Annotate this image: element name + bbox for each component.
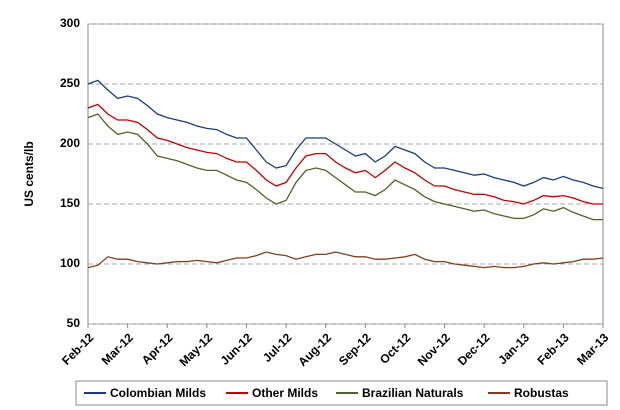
- y-tick-label: 200: [60, 136, 80, 150]
- y-axis-label: US cents/lb: [22, 141, 36, 206]
- x-tick-label: Mar-12: [99, 330, 136, 367]
- y-tick-label: 100: [60, 256, 80, 270]
- x-tick-label: Nov-12: [415, 330, 453, 368]
- x-tick-label: Feb-12: [59, 330, 96, 367]
- y-tick-label: 250: [60, 76, 80, 90]
- legend-label: Colombian Milds: [110, 386, 206, 400]
- series-line: [87, 103, 603, 205]
- x-tick-label: Mar-13: [574, 330, 611, 367]
- legend-label: Brazilian Naturals: [362, 386, 464, 400]
- x-tick-label: Jun-12: [218, 330, 255, 367]
- series-line: [87, 251, 604, 269]
- y-tick-label: 300: [60, 16, 80, 30]
- y-tick-label: 50: [67, 316, 81, 330]
- x-tick-label: Jul-12: [260, 330, 295, 365]
- x-tick-label: May-12: [177, 330, 216, 369]
- x-tick-label: Jan-13: [495, 330, 532, 367]
- series-line: [87, 79, 604, 190]
- legend-label: Robustas: [514, 386, 569, 400]
- x-tick-label: Sep-12: [336, 330, 374, 368]
- x-tick-label: Feb-13: [534, 330, 571, 367]
- legend-label: Other Milds: [252, 386, 318, 400]
- plot-frame: [87, 23, 604, 325]
- y-tick-label: 150: [60, 196, 80, 210]
- series-line: [87, 113, 603, 221]
- x-tick-label: Aug-12: [295, 330, 334, 369]
- x-tick-label: Dec-12: [455, 330, 493, 368]
- x-tick-label: Oct-12: [377, 330, 414, 367]
- legend-box: [75, 380, 608, 406]
- x-tick-label: Apr-12: [139, 330, 176, 367]
